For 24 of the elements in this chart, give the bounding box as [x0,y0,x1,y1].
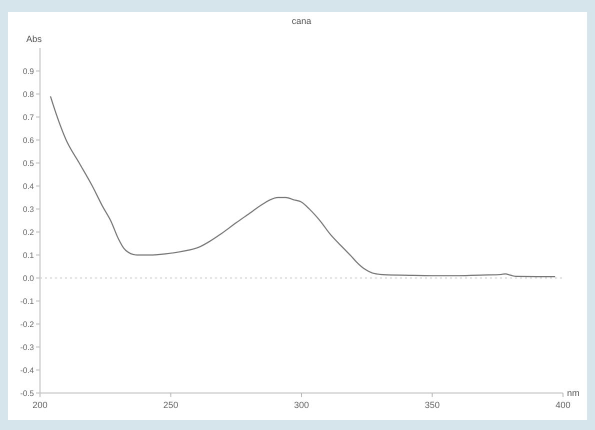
y-tick-label: 0.5 [22,159,35,168]
y-tick-label: 0.6 [22,136,35,145]
x-tick-label: 400 [555,400,571,410]
y-tick-label: 0.7 [22,113,35,122]
y-tick-label: -0.2 [20,320,35,329]
y-tick-label: 0.2 [22,228,35,237]
line-series [50,96,556,278]
y-tick-label: -0.1 [20,297,35,306]
x-tick-label: 250 [163,400,178,410]
chart-title: cana [292,16,312,26]
x-axis-title: nm [567,388,580,398]
y-tick-label: 0.8 [22,90,35,99]
y-tick-label: 0.3 [22,205,35,214]
x-tick-label: 200 [32,400,48,410]
y-tick-label: -0.5 [20,389,35,398]
x-tick-label: 300 [294,400,310,410]
y-axis-title: Abs [26,34,42,44]
y-tick-label: 0.4 [22,182,35,191]
y-tick-label: -0.3 [20,343,35,352]
y-tick-label: 0.9 [22,67,35,76]
y-tick-label: 0.0 [22,274,35,283]
y-tick-label: -0.4 [20,366,35,375]
y-tick-label: 0.1 [22,251,35,260]
x-tick-label: 350 [424,400,440,410]
